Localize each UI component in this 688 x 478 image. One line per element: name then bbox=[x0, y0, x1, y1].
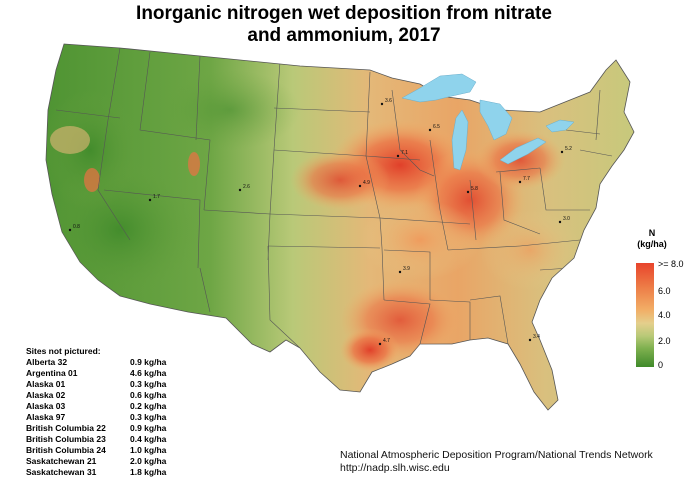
svg-text:5.8: 5.8 bbox=[471, 186, 478, 192]
site-row: Alberta 32 0.9 kg/ha bbox=[26, 357, 166, 368]
site-marker: 3.0 bbox=[558, 216, 570, 224]
great-lakes bbox=[401, 73, 575, 171]
site-name: British Columbia 23 bbox=[26, 434, 106, 444]
site-row: British Columbia 23 0.4 kg/ha bbox=[26, 434, 166, 445]
site-value: 0.6 kg/ha bbox=[130, 390, 167, 400]
svg-text:3.4: 3.4 bbox=[533, 334, 540, 340]
site-marker: 1.7 bbox=[148, 194, 160, 202]
site-marker: 3.9 bbox=[398, 266, 410, 274]
svg-text:7.1: 7.1 bbox=[401, 150, 408, 156]
legend-color-ramp bbox=[636, 263, 654, 367]
lake-michigan bbox=[451, 109, 469, 171]
lake-ontario bbox=[545, 119, 575, 133]
svg-text:0.8: 0.8 bbox=[73, 224, 80, 230]
lake-superior bbox=[401, 73, 477, 103]
legend-tick-max: >= 8.0 bbox=[658, 259, 684, 269]
site-marker: 7.7 bbox=[518, 176, 530, 184]
site-marker: 3.6 bbox=[380, 98, 392, 106]
site-row: Alaska 03 0.2 kg/ha bbox=[26, 401, 166, 412]
site-value: 0.3 kg/ha bbox=[130, 379, 167, 389]
legend-unit-label: (kg/ha) bbox=[637, 239, 667, 249]
legend-tick-4: 4.0 bbox=[658, 310, 671, 320]
svg-text:3.0: 3.0 bbox=[563, 216, 570, 222]
site-marker: 7.1 bbox=[396, 150, 408, 158]
site-value: 0.4 kg/ha bbox=[130, 434, 167, 444]
legend-title: N (kg/ha) bbox=[622, 228, 682, 250]
site-value: 2.0 kg/ha bbox=[130, 456, 167, 466]
site-row: Alaska 02 0.6 kg/ha bbox=[26, 390, 166, 401]
site-row: Argentina 01 4.6 kg/ha bbox=[26, 368, 166, 379]
site-value: 4.6 kg/ha bbox=[130, 368, 167, 378]
site-name: Alberta 32 bbox=[26, 357, 68, 367]
svg-text:4.9: 4.9 bbox=[363, 180, 370, 186]
site-name: British Columbia 24 bbox=[26, 445, 106, 455]
svg-text:3.6: 3.6 bbox=[385, 98, 392, 104]
credit-url[interactable]: http://nadp.slh.wisc.edu bbox=[340, 462, 450, 474]
legend-tick-0: 0 bbox=[658, 360, 664, 370]
svg-text:6.5: 6.5 bbox=[433, 124, 440, 130]
site-value: 0.3 kg/ha bbox=[130, 412, 167, 422]
site-marker: 4.7 bbox=[378, 338, 390, 346]
svg-text:5.2: 5.2 bbox=[565, 146, 572, 152]
svg-text:2.6: 2.6 bbox=[243, 184, 250, 190]
monitoring-sites: 3.6 7.1 6.5 5.8 7.7 4.9 3.9 5.2 3.0 1.7 … bbox=[68, 98, 572, 346]
site-value: 0.9 kg/ha bbox=[130, 357, 167, 367]
state-boundaries bbox=[55, 47, 613, 349]
map-title: Inorganic nitrogen wet deposition from n… bbox=[0, 3, 688, 47]
legend-tick-2: 2.0 bbox=[658, 336, 671, 346]
site-marker: 6.5 bbox=[428, 124, 440, 132]
site-row: British Columbia 24 1.0 kg/ha bbox=[26, 445, 166, 456]
site-marker: 5.8 bbox=[466, 186, 478, 194]
site-name: Alaska 03 bbox=[26, 401, 66, 411]
credit-organization: National Atmospheric Deposition Program/… bbox=[340, 449, 653, 461]
site-value: 0.9 kg/ha bbox=[130, 423, 167, 433]
legend-tick-6: 6.0 bbox=[658, 286, 671, 296]
site-name: Saskatchewan 21 bbox=[26, 456, 97, 466]
svg-text:4.7: 4.7 bbox=[383, 338, 390, 344]
site-marker: 4.9 bbox=[358, 180, 370, 188]
site-name: Saskatchewan 31 bbox=[26, 467, 97, 477]
map-title-line-1: Inorganic nitrogen wet deposition from n… bbox=[136, 3, 552, 24]
site-row: Alaska 01 0.3 kg/ha bbox=[26, 379, 166, 390]
site-marker: 5.2 bbox=[560, 146, 572, 154]
site-name: British Columbia 22 bbox=[26, 423, 106, 433]
site-marker: 2.6 bbox=[238, 184, 250, 192]
deposition-surface bbox=[46, 70, 580, 372]
lake-erie bbox=[499, 137, 547, 165]
site-name: Argentina 01 bbox=[26, 368, 78, 378]
site-value: 1.8 kg/ha bbox=[130, 467, 167, 477]
legend-unit-symbol: N bbox=[648, 228, 656, 238]
site-value: 1.0 kg/ha bbox=[130, 445, 167, 455]
site-row: Alaska 97 0.3 kg/ha bbox=[26, 412, 166, 423]
site-name: Alaska 97 bbox=[26, 412, 66, 422]
site-marker: 3.4 bbox=[528, 334, 540, 342]
credit-block: National Atmospheric Deposition Program/… bbox=[340, 449, 653, 475]
site-value: 0.2 kg/ha bbox=[130, 401, 167, 411]
site-name: Alaska 02 bbox=[26, 390, 66, 400]
site-marker: 0.8 bbox=[68, 224, 80, 232]
lake-huron bbox=[479, 99, 513, 141]
site-name: Alaska 01 bbox=[26, 379, 66, 389]
svg-text:3.9: 3.9 bbox=[403, 266, 410, 272]
sites-not-pictured: Sites not pictured: Alberta 32 0.9 kg/ha … bbox=[26, 346, 166, 478]
svg-text:1.7: 1.7 bbox=[153, 194, 160, 200]
site-row: Saskatchewan 21 2.0 kg/ha bbox=[26, 456, 166, 467]
map-title-line-2: and ammonium, 2017 bbox=[247, 25, 441, 46]
site-row: British Columbia 22 0.9 kg/ha bbox=[26, 423, 166, 434]
svg-text:7.7: 7.7 bbox=[523, 176, 530, 182]
sites-heading: Sites not pictured: bbox=[26, 346, 101, 356]
site-row: Saskatchewan 31 1.8 kg/ha bbox=[26, 467, 166, 478]
